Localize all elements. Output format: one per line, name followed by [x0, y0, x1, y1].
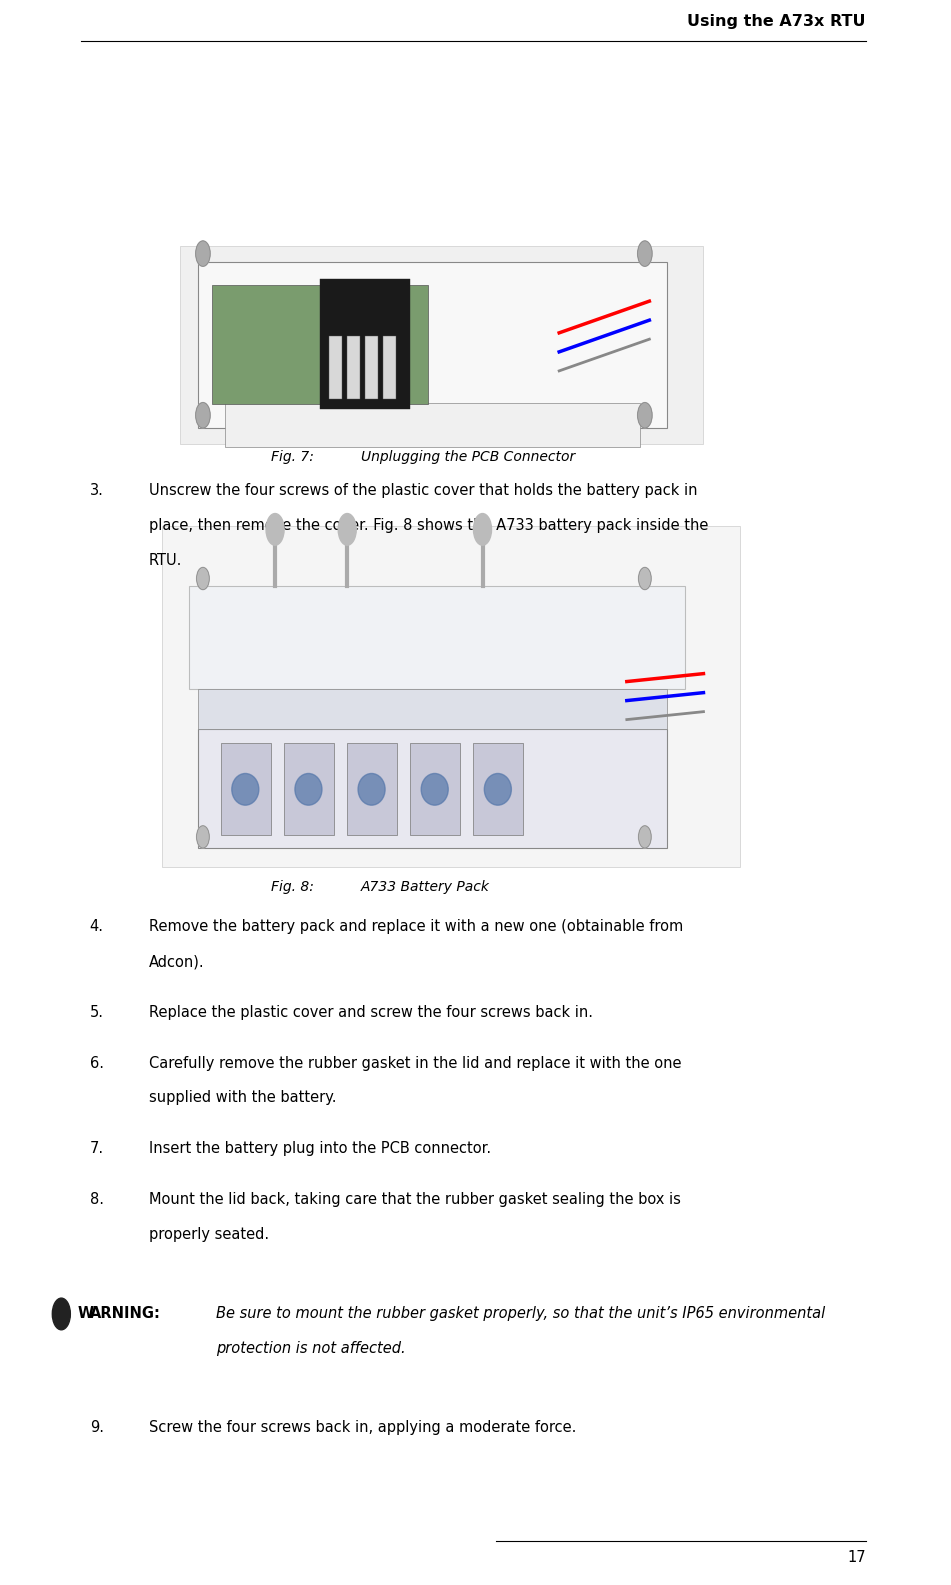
Text: 17: 17	[847, 1550, 865, 1564]
Text: Remove the battery pack and replace it with a new one (obtainable from: Remove the battery pack and replace it w…	[148, 919, 683, 934]
Bar	[189, 586, 686, 689]
Circle shape	[638, 567, 651, 590]
Text: Using the A73x RTU: Using the A73x RTU	[688, 14, 865, 29]
Bar	[347, 336, 359, 399]
Text: supplied with the battery.: supplied with the battery.	[148, 1090, 337, 1105]
Text: 8.: 8.	[89, 1192, 104, 1206]
Text: 9.: 9.	[89, 1420, 104, 1434]
Bar	[411, 743, 460, 835]
Bar	[221, 743, 271, 835]
Text: Adcon).: Adcon).	[148, 954, 204, 968]
Text: ARNING:: ARNING:	[90, 1306, 161, 1320]
Text: Mount the lid back, taking care that the rubber gasket sealing the box is: Mount the lid back, taking care that the…	[148, 1192, 681, 1206]
Bar	[181, 246, 704, 444]
Circle shape	[474, 514, 492, 545]
Circle shape	[339, 514, 357, 545]
Text: 5.: 5.	[89, 1005, 104, 1019]
Text: Fig. 7:: Fig. 7:	[271, 450, 314, 464]
Bar	[474, 743, 523, 835]
Circle shape	[197, 567, 209, 590]
Text: Unplugging the PCB Connector: Unplugging the PCB Connector	[360, 450, 575, 464]
Text: Carefully remove the rubber gasket in the lid and replace it with the one: Carefully remove the rubber gasket in th…	[148, 1056, 681, 1070]
Text: W: W	[78, 1306, 94, 1320]
Text: 7.: 7.	[89, 1141, 104, 1155]
Bar	[365, 336, 378, 399]
Circle shape	[52, 1298, 70, 1330]
Ellipse shape	[421, 773, 448, 805]
Bar	[320, 279, 411, 409]
Text: 4.: 4.	[89, 919, 104, 934]
Text: properly seated.: properly seated.	[148, 1227, 269, 1241]
Bar	[225, 403, 640, 447]
Ellipse shape	[484, 773, 512, 805]
Circle shape	[197, 826, 209, 848]
Ellipse shape	[232, 773, 259, 805]
Text: protection is not affected.: protection is not affected.	[217, 1341, 406, 1355]
Text: Fig. 8:: Fig. 8:	[271, 880, 314, 894]
Text: Insert the battery plug into the PCB connector.: Insert the battery plug into the PCB con…	[148, 1141, 491, 1155]
Text: Screw the four screws back in, applying a moderate force.: Screw the four screws back in, applying …	[148, 1420, 576, 1434]
Text: 3.: 3.	[89, 483, 104, 498]
Circle shape	[637, 403, 652, 428]
Bar	[329, 336, 341, 399]
Bar	[199, 689, 668, 729]
Bar	[163, 526, 740, 867]
Text: Replace the plastic cover and screw the four screws back in.: Replace the plastic cover and screw the …	[148, 1005, 592, 1019]
Circle shape	[266, 514, 284, 545]
Bar	[199, 729, 668, 848]
Ellipse shape	[358, 773, 385, 805]
Text: Unscrew the four screws of the plastic cover that holds the battery pack in: Unscrew the four screws of the plastic c…	[148, 483, 697, 498]
Bar	[383, 336, 396, 399]
Circle shape	[637, 241, 652, 266]
Text: place, then remove the cover. Fig. 8 shows the A733 battery pack inside the: place, then remove the cover. Fig. 8 sho…	[148, 518, 708, 533]
Text: 6.: 6.	[89, 1056, 104, 1070]
Bar	[347, 743, 397, 835]
Bar	[284, 743, 334, 835]
Circle shape	[638, 826, 651, 848]
Text: A733 Battery Pack: A733 Battery Pack	[360, 880, 490, 894]
Ellipse shape	[295, 773, 322, 805]
Circle shape	[196, 403, 210, 428]
Bar	[199, 262, 668, 428]
Circle shape	[196, 241, 210, 266]
Text: Be sure to mount the rubber gasket properly, so that the unit’s IP65 environment: Be sure to mount the rubber gasket prope…	[217, 1306, 825, 1320]
Bar	[212, 285, 428, 404]
Text: RTU.: RTU.	[148, 553, 183, 567]
